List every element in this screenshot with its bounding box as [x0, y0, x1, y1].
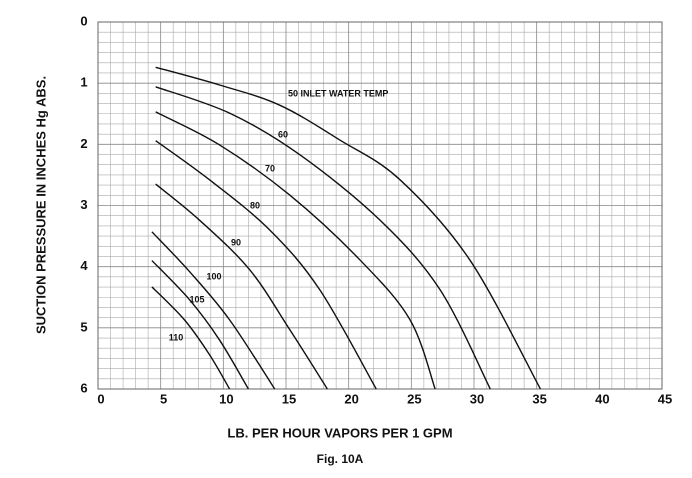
curve-label: 90 — [231, 237, 241, 247]
chart-title: Fig. 10A — [317, 452, 364, 466]
curve-label: 50 INLET WATER TEMP — [288, 88, 388, 98]
x-tick-label: 20 — [344, 391, 358, 406]
x-tick-label: 10 — [219, 391, 233, 406]
y-tick-label: 5 — [80, 319, 87, 334]
curve-label: 105 — [189, 294, 204, 304]
x-tick-label: 30 — [470, 391, 484, 406]
x-axis-label: LB. PER HOUR VAPORS PER 1 GPM — [227, 425, 452, 440]
curve-label: 100 — [206, 271, 221, 281]
y-tick-label: 3 — [80, 197, 87, 212]
x-tick-label: 45 — [658, 391, 672, 406]
curve — [155, 86, 491, 390]
curve — [155, 183, 328, 390]
y-tick-label: 2 — [80, 136, 87, 151]
curve — [155, 66, 542, 390]
y-tick-label: 6 — [80, 380, 87, 395]
curve — [151, 286, 231, 390]
curve — [151, 260, 250, 390]
y-tick-label: 0 — [80, 13, 87, 28]
curve-label: 110 — [169, 332, 184, 342]
x-tick-label: 0 — [97, 391, 104, 406]
curve-label: 70 — [265, 163, 275, 173]
y-tick-label: 4 — [80, 258, 88, 273]
curve-label: 60 — [278, 129, 288, 139]
x-tick-label: 25 — [407, 391, 421, 406]
curve — [155, 140, 377, 390]
x-tick-label: 5 — [160, 391, 167, 406]
curve-label: 80 — [250, 200, 260, 210]
curve — [151, 231, 276, 390]
y-axis-label: SUCTION PRESSURE IN INCHES Hg ABS. — [33, 76, 48, 334]
curve — [155, 111, 436, 390]
x-tick-label: 40 — [595, 391, 609, 406]
x-tick-label: 35 — [532, 391, 546, 406]
plot-frame — [97, 21, 663, 390]
y-tick-label: 1 — [80, 75, 87, 90]
x-tick-label: 15 — [282, 391, 296, 406]
